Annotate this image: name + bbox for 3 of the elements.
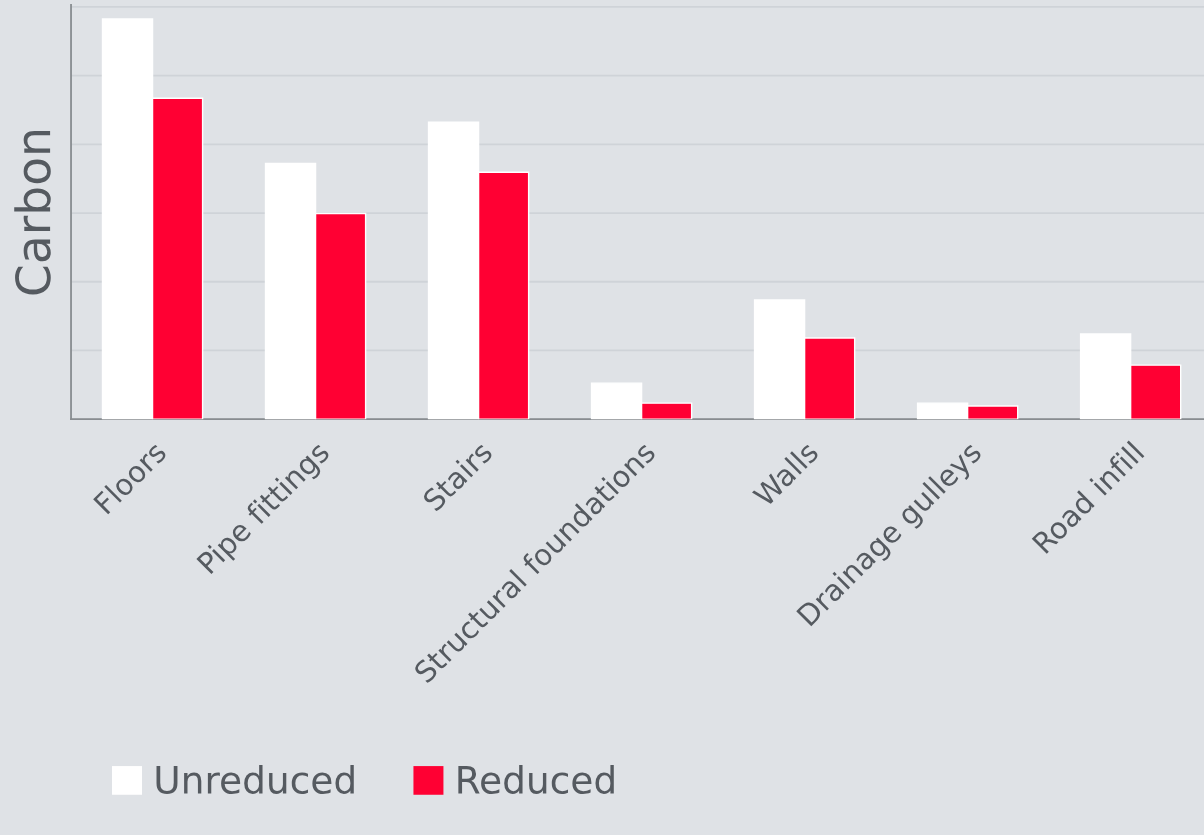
legend-label: Reduced (458, 764, 614, 794)
legend-label: Unreduced (156, 764, 354, 794)
y-axis-title: Carbon (14, 131, 51, 295)
